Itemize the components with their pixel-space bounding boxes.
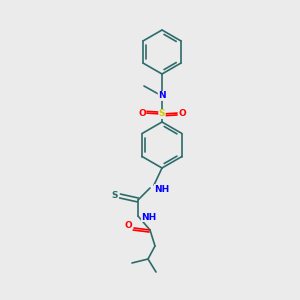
- Text: S: S: [159, 110, 165, 118]
- Text: NH: NH: [141, 212, 157, 221]
- Text: NH: NH: [154, 184, 169, 194]
- Text: N: N: [158, 92, 166, 100]
- Text: O: O: [124, 221, 132, 230]
- Text: O: O: [138, 109, 146, 118]
- Text: S: S: [112, 190, 118, 200]
- Text: O: O: [178, 109, 186, 118]
